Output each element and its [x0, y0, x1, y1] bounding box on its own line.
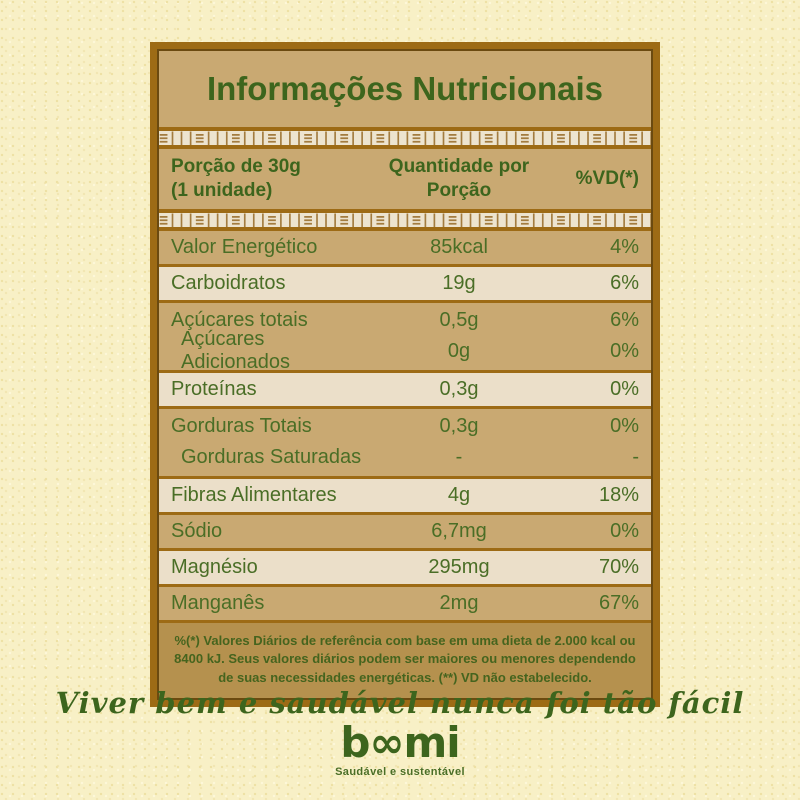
table-group: Magnésio 295mg 70% [159, 547, 651, 584]
row-qty: 0,5g [439, 308, 479, 331]
table-header-row: Porção de 30g (1 unidade) Quantidade por… [159, 149, 651, 209]
decorative-stripe-band-bottom: ≡|||≡|||≡|||≡|||≡|||≡|||≡|||≡|||≡|||≡|||… [159, 208, 651, 231]
header-quantity: Quantidade por Porção [374, 155, 544, 203]
table-group: Fibras Alimentares 4g 18% [159, 475, 651, 512]
header-quantity-line2: Porção [426, 179, 492, 201]
header-portion-line1: Porção de 30g [171, 156, 301, 177]
table-subrow: Açúcares Adicionados 0g 0% [159, 328, 651, 373]
header-quantity-line1: Quantidade por [388, 156, 530, 177]
brand-logo: b∞mi [340, 718, 460, 767]
row-vd: 6% [610, 308, 639, 331]
row-name: Manganês [171, 591, 265, 614]
label-title: Informações Nutricionais [206, 70, 604, 107]
row-vd: 0% [610, 519, 639, 542]
table-group: Açúcares totais 0,5g 6% Açúcares Adicion… [159, 299, 651, 373]
row-name: Carboidratos [171, 271, 286, 294]
row-name: Gorduras Saturadas [181, 445, 362, 468]
table-group: Sódio 6,7mg 0% [159, 511, 651, 548]
row-vd: 6% [610, 271, 639, 294]
row-qty: 85kcal [430, 235, 488, 258]
row-vd: 0% [610, 339, 639, 362]
table-row: Gorduras Totais 0,3g 0% [159, 411, 651, 442]
row-vd: 70% [598, 555, 639, 578]
header-vd: %VD(*) [575, 167, 639, 189]
row-vd: 67% [598, 591, 639, 614]
row-qty: - [455, 445, 463, 468]
table-group: Carboidratos 19g 6% [159, 263, 651, 300]
table-row: Proteínas 0,3g 0% [159, 373, 651, 406]
row-name: Sódio [171, 519, 223, 542]
marketing-slogan: Viver bem e saudável nunca foi tão fácil [55, 686, 745, 720]
row-name: Fibras Alimentares [171, 483, 337, 506]
table-row: Açúcares totais 0,5g 6% [159, 305, 651, 336]
row-name: Magnésio [171, 555, 258, 578]
row-name: Gorduras Totais [171, 414, 312, 437]
row-qty: 295mg [428, 555, 490, 578]
daily-values-footnote: %(*) Valores Diários de referência com b… [159, 619, 651, 699]
table-subrow: Gorduras Saturadas - - [159, 442, 651, 473]
table-group: Manganês 2mg 67% [159, 583, 651, 620]
table-row: Fibras Alimentares 4g 18% [159, 479, 651, 512]
label-title-section: Informações Nutricionais [159, 51, 651, 127]
decorative-stripe-band-top: ≡|||≡|||≡|||≡|||≡|||≡|||≡|||≡|||≡|||≡|||… [159, 127, 651, 149]
row-name: Proteínas [171, 377, 257, 400]
table-row: Magnésio 295mg 70% [159, 551, 651, 584]
row-qty: 0g [447, 339, 471, 362]
row-vd: 0% [610, 414, 639, 437]
row-qty: 2mg [439, 591, 479, 614]
row-name: Açúcares Adicionados [181, 328, 290, 373]
nutrition-label-inner: Informações Nutricionais ≡|||≡|||≡|||≡||… [157, 49, 653, 701]
brand-block: b∞mi Saudável e sustentável [0, 718, 800, 779]
header-portion: Porção de 30g (1 unidade) [171, 155, 374, 203]
brand-tagline: Saudável e sustentável [335, 766, 465, 778]
row-qty: 0,3g [439, 377, 479, 400]
row-vd: 4% [610, 235, 639, 258]
row-qty: 6,7mg [431, 519, 487, 542]
row-qty: 0,3g [439, 414, 479, 437]
table-group: Gorduras Totais 0,3g 0% Gorduras Saturad… [159, 405, 651, 476]
table-row: Sódio 6,7mg 0% [159, 515, 651, 548]
table-row: Valor Energético 85kcal 4% [159, 231, 651, 264]
table-group: Proteínas 0,3g 0% [159, 369, 651, 406]
row-qty: 4g [447, 483, 471, 506]
row-vd: 0% [610, 377, 639, 400]
row-name: Valor Energético [171, 235, 318, 258]
table-row: Carboidratos 19g 6% [159, 267, 651, 300]
nutrition-label: Informações Nutricionais ≡|||≡|||≡|||≡||… [150, 42, 660, 708]
row-vd: 18% [598, 483, 639, 506]
header-portion-line2: (1 unidade) [171, 179, 273, 201]
row-name: Açúcares totais [171, 308, 308, 331]
row-qty: 19g [442, 271, 476, 294]
row-vd: - [632, 445, 639, 468]
table-group: Valor Energético 85kcal 4% [159, 230, 651, 264]
table-row: Manganês 2mg 67% [159, 587, 651, 620]
